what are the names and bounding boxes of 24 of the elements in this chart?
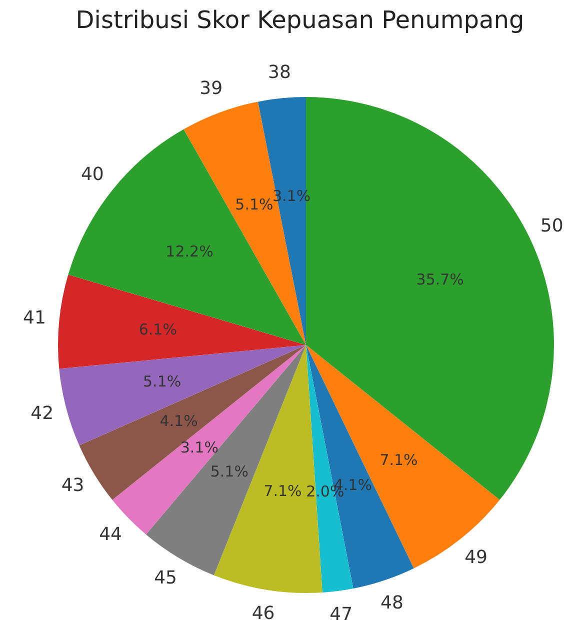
slice-label: 49 [464,546,488,568]
data-label: 6.1% [138,320,177,339]
data-label: 5.1% [210,462,248,480]
slice-label: 48 [380,592,404,614]
slice-label: 47 [330,604,353,623]
slice-label: 45 [154,568,177,589]
data-label: 12.2% [166,242,214,260]
data-label: 5.1% [143,372,182,391]
chart-title: Distribusi Skor Kepuasan Penumpang [74,6,526,34]
slice-label: 43 [61,475,84,496]
data-label: 5.1% [235,195,274,214]
slice-label: 50 [540,215,564,236]
data-label: 7.1% [380,451,418,470]
slice-label: 46 [252,603,275,623]
slice-label: 41 [23,308,46,329]
data-label: 35.7% [416,270,464,288]
slice-label: 42 [30,402,54,424]
data-label: 4.1% [160,412,198,430]
slice-label: 38 [268,62,291,84]
data-label: 7.1% [264,482,302,500]
slice-label: 44 [99,524,122,545]
slice-label: 40 [80,164,104,185]
slice-label: 39 [200,78,223,99]
data-label: 3.1% [180,438,218,457]
